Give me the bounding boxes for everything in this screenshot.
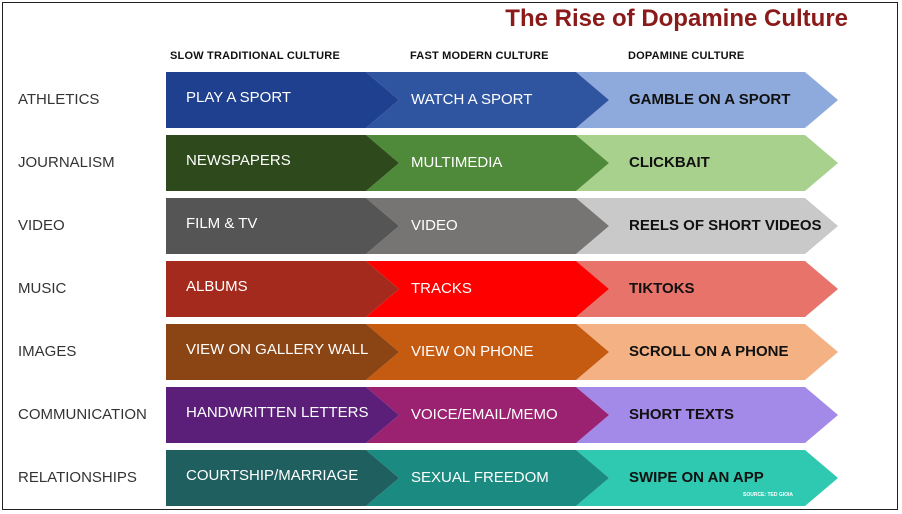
arrow-segment-communication-2 bbox=[576, 387, 838, 443]
cell-text: GAMBLE ON A SPORT bbox=[629, 91, 791, 108]
arrow-segment-video-1 bbox=[366, 198, 609, 254]
arrow-segment-images-2 bbox=[576, 324, 838, 380]
cell-text: VIEW ON GALLERY WALL bbox=[186, 341, 369, 358]
arrow-segment-music-0 bbox=[166, 261, 399, 317]
cell-text: NEWSPAPERS bbox=[186, 152, 291, 169]
arrow-segment-relationships-2 bbox=[576, 450, 838, 506]
cell-text: VIDEO bbox=[411, 217, 458, 234]
arrow-segment-journalism-2 bbox=[576, 135, 838, 191]
cell-text: SHORT TEXTS bbox=[629, 406, 735, 423]
cell-text: TIKTOKS bbox=[629, 280, 695, 297]
arrow-segment-video-0 bbox=[166, 198, 399, 254]
arrow-segment-athletics-1 bbox=[366, 72, 609, 128]
row-label: COMMUNICATION bbox=[18, 406, 147, 423]
column-header-fast: FAST MODERN CULTURE bbox=[410, 50, 549, 62]
cell-text: COURTSHIP/MARRIAGE bbox=[186, 467, 359, 484]
arrow-segment-journalism-0 bbox=[166, 135, 399, 191]
cell-text: WATCH A SPORT bbox=[411, 91, 533, 108]
column-header-slow: SLOW TRADITIONAL CULTURE bbox=[170, 50, 340, 62]
arrow-segment-relationships-1 bbox=[366, 450, 609, 506]
cell-text: SEXUAL FREEDOM bbox=[411, 469, 549, 486]
cell-text: MULTIMEDIA bbox=[411, 154, 503, 171]
column-header-dopamine: DOPAMINE CULTURE bbox=[628, 50, 745, 62]
cell-text: TRACKS bbox=[411, 280, 472, 297]
arrow-segment-video-2 bbox=[576, 198, 838, 254]
arrow-segment-communication-1 bbox=[366, 387, 609, 443]
cell-text: SWIPE ON AN APP bbox=[629, 469, 764, 486]
row-label: IMAGES bbox=[18, 343, 77, 360]
row-label: MUSIC bbox=[18, 280, 67, 297]
row-label: JOURNALISM bbox=[18, 154, 115, 171]
arrow-segment-athletics-2 bbox=[576, 72, 838, 128]
cell-text: SCROLL ON A PHONE bbox=[629, 343, 789, 360]
arrow-segment-athletics-0 bbox=[166, 72, 399, 128]
arrow-segment-music-1 bbox=[366, 261, 609, 317]
arrow-segment-music-2 bbox=[576, 261, 838, 317]
row-label: VIDEO bbox=[18, 217, 65, 234]
arrow-segment-communication-0 bbox=[166, 387, 399, 443]
arrow-segment-relationships-0 bbox=[166, 450, 399, 506]
cell-text: ALBUMS bbox=[186, 278, 248, 295]
row-label: ATHLETICS bbox=[18, 91, 100, 108]
row-label: RELATIONSHIPS bbox=[18, 469, 137, 486]
diagram-title: The Rise of Dopamine Culture bbox=[505, 5, 848, 32]
cell-text: PLAY A SPORT bbox=[186, 89, 292, 106]
cell-text: VIEW ON PHONE bbox=[411, 343, 534, 360]
cell-text: FILM & TV bbox=[186, 215, 258, 232]
cell-text: CLICKBAIT bbox=[629, 154, 710, 171]
cell-text: VOICE/EMAIL/MEMO bbox=[411, 406, 558, 423]
cell-text: REELS OF SHORT VIDEOS bbox=[629, 217, 822, 234]
arrow-segment-images-0 bbox=[166, 324, 399, 380]
cell-text: HANDWRITTEN LETTERS bbox=[186, 404, 369, 421]
source-note: SOURCE: TED GIOIA bbox=[743, 492, 794, 498]
arrow-segment-journalism-1 bbox=[366, 135, 609, 191]
arrow-segment-images-1 bbox=[366, 324, 609, 380]
